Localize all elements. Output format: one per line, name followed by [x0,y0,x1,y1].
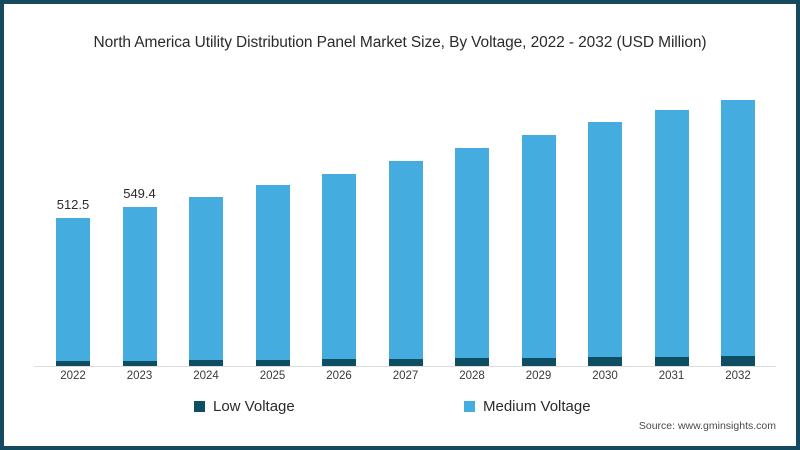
bar-value-label: 549.4 [123,186,156,202]
bar-stack[interactable] [721,100,755,366]
bar-stack[interactable] [654,110,689,366]
x-axis-tick-2028: 2028 [459,370,485,382]
bar-stack[interactable] [122,207,157,366]
bar-column[interactable] [721,74,755,366]
legend-item-medium-voltage[interactable]: Medium Voltage [464,398,591,415]
x-axis-tick-2023: 2023 [126,370,153,382]
bar-column[interactable] [455,74,489,366]
bar-segment-low-voltage[interactable] [455,358,489,366]
x-axis-tick-2032: 2032 [725,370,751,382]
x-axis-tick-2024: 2024 [193,370,219,382]
bar-column[interactable] [654,74,689,366]
bar-stack[interactable] [189,196,223,366]
bar-segment-medium-voltage[interactable] [654,110,689,357]
bar-segment-low-voltage[interactable] [56,360,90,366]
bar-stack[interactable] [588,121,622,366]
bar-stack[interactable] [521,134,556,366]
bar-segment-medium-voltage[interactable] [189,196,223,361]
bar-value-label: 512.5 [56,196,90,212]
legend-swatch-low-voltage [194,401,205,412]
x-axis-tick-2027: 2027 [392,370,419,382]
bar-segment-low-voltage[interactable] [122,360,157,366]
x-axis-tick-2022: 2022 [60,370,86,382]
bar-segment-medium-voltage[interactable] [455,147,489,359]
x-axis-tick-2025: 2025 [259,370,286,382]
bar-column[interactable] [322,74,356,366]
x-axis-tick-labels: 2022 2023 2024 2025 2026 2027 2028 2029 2030 2031… [34,370,774,390]
legend-label-low-voltage: Low Voltage [213,398,295,415]
chart-legend: Low Voltage Medium Voltage [4,398,796,422]
legend-item-low-voltage[interactable]: Low Voltage [194,398,295,415]
bar-stack[interactable] [255,185,290,366]
x-axis-tick-2030: 2030 [592,370,618,382]
bar-segment-medium-voltage[interactable] [721,100,755,357]
bar-segment-low-voltage[interactable] [521,357,556,366]
plot-area: 512.5 549.4 [34,74,774,366]
x-axis-tick-2026: 2026 [326,370,352,382]
bar-segment-medium-voltage[interactable] [388,160,423,359]
bar-segment-medium-voltage[interactable] [56,217,90,361]
bar-segment-low-voltage[interactable] [721,356,755,366]
bar-column[interactable] [521,74,556,366]
bar-segment-medium-voltage[interactable] [255,185,290,360]
x-axis-line [34,366,776,367]
bar-segment-low-voltage[interactable] [189,360,223,366]
x-axis-tick-2031: 2031 [658,370,685,382]
bar-stack[interactable] [56,217,90,366]
x-axis-tick-2029: 2029 [525,370,552,382]
bar-segment-low-voltage[interactable] [322,359,356,366]
bar-segment-medium-voltage[interactable] [322,173,356,360]
chart-title: North America Utility Distribution Panel… [93,34,707,51]
bar-column[interactable]: 512.5 [56,74,90,366]
bar-segment-low-voltage[interactable] [388,358,423,366]
source-attribution: Source: www.gminsights.com [638,420,776,432]
bar-segment-medium-voltage[interactable] [588,121,622,358]
bar-segment-medium-voltage[interactable] [122,207,157,361]
bar-column[interactable] [388,74,423,366]
bar-column[interactable] [189,74,223,366]
chart-canvas: North America Utility Distribution Panel… [4,4,796,446]
bar-column[interactable]: 549.4 [122,74,157,366]
bar-stack[interactable] [322,173,356,366]
legend-label-medium-voltage: Medium Voltage [483,398,591,415]
bar-column[interactable] [588,74,622,366]
bar-segment-low-voltage[interactable] [654,356,689,366]
bar-segment-low-voltage[interactable] [588,357,622,366]
bar-stack[interactable] [455,147,489,366]
bar-segment-medium-voltage[interactable] [521,134,556,358]
bar-stack[interactable] [388,160,423,366]
bar-segment-low-voltage[interactable] [255,359,290,366]
legend-swatch-medium-voltage [464,401,475,412]
bar-column[interactable] [255,74,290,366]
